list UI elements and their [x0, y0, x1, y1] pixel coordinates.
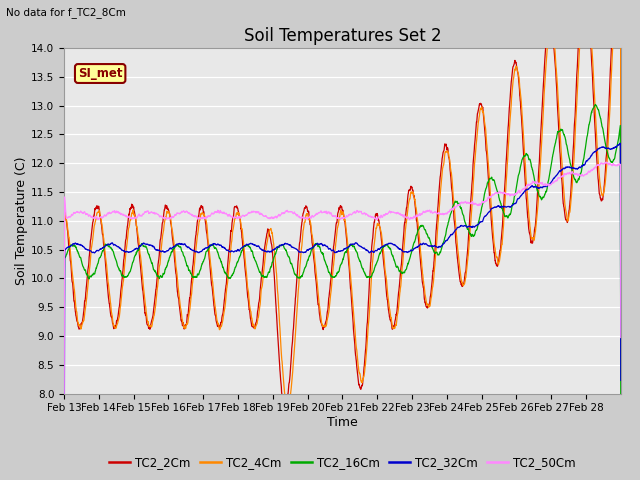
- X-axis label: Time: Time: [327, 416, 358, 429]
- Legend: TC2_2Cm, TC2_4Cm, TC2_16Cm, TC2_32Cm, TC2_50Cm: TC2_2Cm, TC2_4Cm, TC2_16Cm, TC2_32Cm, TC…: [104, 451, 580, 474]
- Text: No data for f_TC2_8Cm: No data for f_TC2_8Cm: [6, 7, 126, 18]
- Title: Soil Temperatures Set 2: Soil Temperatures Set 2: [244, 27, 441, 45]
- Y-axis label: Soil Temperature (C): Soil Temperature (C): [15, 156, 28, 285]
- Text: SI_met: SI_met: [78, 67, 122, 80]
